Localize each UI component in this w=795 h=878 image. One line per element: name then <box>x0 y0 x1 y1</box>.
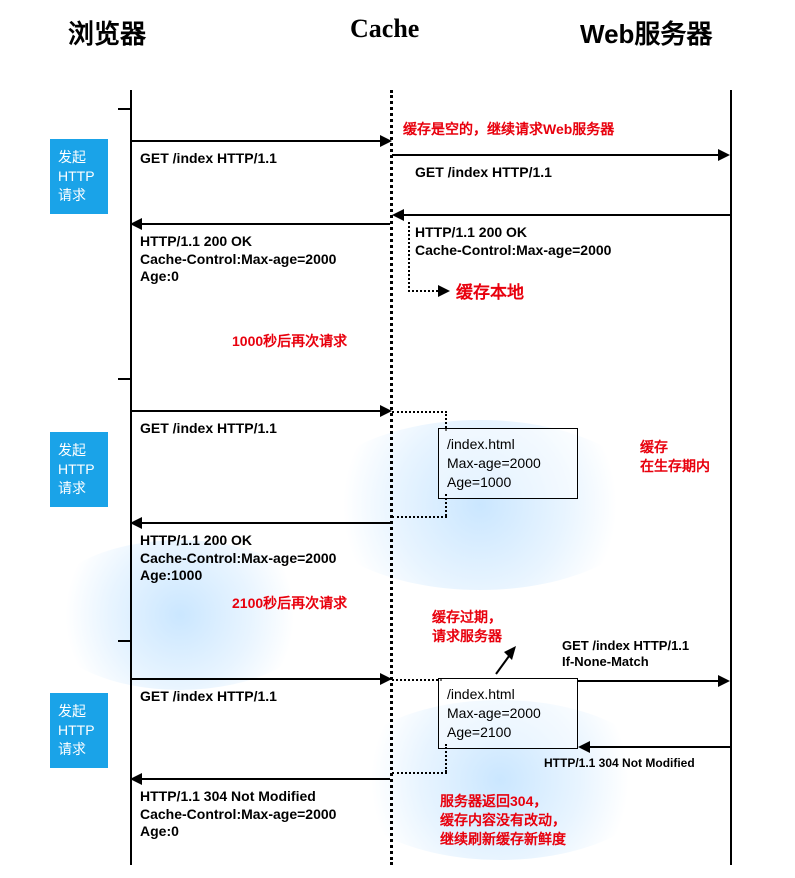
dotted-cache-local-h <box>408 290 438 292</box>
arrow-p1-resp-cb <box>130 217 392 231</box>
note-cache-alive: 缓存 在生存期内 <box>640 438 710 476</box>
badge-req-2: 发起 HTTP 请求 <box>50 432 108 507</box>
badge-req-1: 发起 HTTP 请求 <box>50 139 108 214</box>
badge-label: 发起 HTTP 请求 <box>58 703 94 757</box>
header-cache: Cache <box>350 14 419 44</box>
arrow-p2-resp-cb <box>130 516 392 530</box>
lifeline-browser <box>130 90 132 865</box>
note-cache-expired: 缓存过期， 请求服务器 <box>432 608 502 646</box>
header-server: Web服务器 <box>580 14 712 51</box>
msg-p2-resp-cb: HTTP/1.1 200 OK Cache-Control:Max-age=20… <box>140 532 336 585</box>
wait-label-1: 1000秒后再次请求 <box>232 332 347 351</box>
dotted-p2-left <box>445 494 447 516</box>
msg-p1-req-cs: GET /index HTTP/1.1 <box>415 164 552 182</box>
badge-req-3: 发起 HTTP 请求 <box>50 693 108 768</box>
cache-box-2: /index.html Max-age=2000 Age=1000 <box>438 428 578 499</box>
note-304: 服务器返回304， 缓存内容没有改动， 继续刷新缓存新鲜度 <box>440 792 566 849</box>
msg-p3-req-cs: GET /index HTTP/1.1 If-None-Match <box>562 638 689 671</box>
dotted-p3-left <box>445 744 447 772</box>
cache-box-3: /index.html Max-age=2000 Age=2100 <box>438 678 578 749</box>
msg-p3-resp-sc: HTTP/1.1 304 Not Modified <box>544 756 695 771</box>
lifeline-cache <box>390 90 393 865</box>
msg-p1-resp-cb: HTTP/1.1 200 OK Cache-Control:Max-age=20… <box>140 233 336 286</box>
badge-label: 发起 HTTP 请求 <box>58 149 94 203</box>
msg-p3-req-bc: GET /index HTTP/1.1 <box>140 688 277 706</box>
arrow-p3-req-cs <box>578 674 732 688</box>
wait-label-2: 2100秒后再次请求 <box>232 594 347 613</box>
dotted-p2-top <box>392 411 447 413</box>
arrow-p3-resp-cb <box>130 772 392 786</box>
msg-p3-resp-cb: HTTP/1.1 304 Not Modified Cache-Control:… <box>140 788 336 841</box>
msg-p1-resp-sc: HTTP/1.1 200 OK Cache-Control:Max-age=20… <box>415 224 611 259</box>
arrow-p1-resp-sc <box>392 208 732 222</box>
arrow-p3-resp-sc <box>578 740 732 754</box>
lifeline-server <box>730 90 732 865</box>
arrow-cache-local <box>436 284 450 298</box>
dotted-p3-top <box>392 679 442 681</box>
arrow-expired <box>492 646 522 680</box>
badge-label: 发起 HTTP 请求 <box>58 442 94 496</box>
dotted-p2-bottom <box>392 516 447 518</box>
arrow-p1-req-cs <box>392 148 732 162</box>
msg-p1-req-bc: GET /index HTTP/1.1 <box>140 150 277 168</box>
arrow-p1-req-bc <box>130 134 392 148</box>
dotted-cache-local-v <box>408 222 410 292</box>
header-browser: 浏览器 <box>68 14 146 51</box>
msg-p2-req-bc: GET /index HTTP/1.1 <box>140 420 277 438</box>
dotted-p3-bottom <box>392 772 447 774</box>
arrow-p2-req-bc <box>130 404 392 418</box>
arrow-p3-req-bc <box>130 672 392 686</box>
note-cache-empty: 缓存是空的，继续请求Web服务器 <box>403 120 614 139</box>
sequence-diagram: 浏览器 Cache Web服务器 发起 HTTP 请求 发起 HTTP 请求 发… <box>0 0 795 878</box>
note-cache-local: 缓存本地 <box>456 282 524 305</box>
